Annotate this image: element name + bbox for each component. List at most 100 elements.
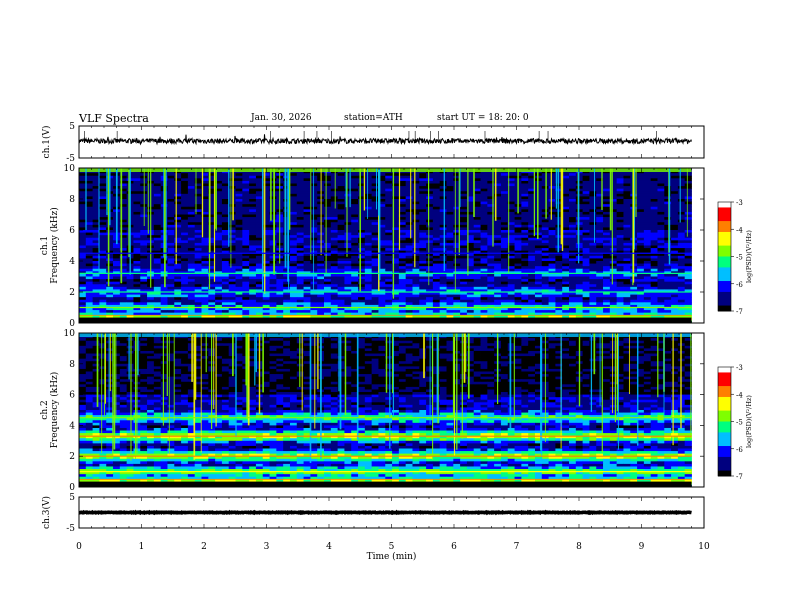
ch1-spectrogram-cell: [616, 242, 624, 246]
ch1-spectrogram-cell: [548, 245, 556, 249]
ch1-spectrogram-cell: [650, 219, 658, 223]
ch1-spectrogram-cell: [296, 219, 304, 223]
ch1-spectrogram-cell: [609, 219, 618, 223]
ch1-spectrogram-cell: [630, 289, 638, 293]
ch1-spectrogram-cell: [235, 191, 243, 195]
ch1-spectrogram-cell: [623, 204, 631, 208]
ch1-spectrogram-cell: [187, 299, 196, 303]
ch1-spectrogram-cell: [466, 248, 475, 252]
ch1-spectrogram-cell: [85, 191, 94, 195]
ch1-spectrogram-cell: [269, 299, 277, 303]
ch1-spectrogram-cell: [187, 204, 196, 208]
ch1-spectrogram-cell: [79, 242, 87, 246]
ch1-spectrogram-cell: [466, 217, 475, 221]
ch1-spectrogram-cell: [562, 178, 570, 182]
ch1-spectrogram-cell: [453, 297, 461, 301]
ch1-spectrogram-cell: [364, 250, 373, 254]
ch1-spectrogram-cell: [589, 211, 597, 215]
ch1-spectrogram-cell: [85, 183, 94, 187]
ch1-spectrogram-cell: [208, 201, 216, 205]
ch1-spectrogram-cell: [453, 250, 461, 254]
ch1-spectrogram-cell: [289, 232, 298, 236]
ch1-spectrogram-cell: [657, 292, 665, 295]
ch1-spectrogram-cell: [392, 255, 400, 259]
ch1-spectrogram-cell: [562, 230, 570, 233]
ch1-spectrogram-cell: [296, 302, 304, 306]
ch1-spectrogram-cell: [575, 191, 584, 195]
ch1-spectrogram-cell: [187, 211, 196, 215]
ch1-spectrogram-cell: [555, 273, 563, 277]
ch1-spectrogram-cell: [596, 224, 604, 228]
ch1-spectrogram-cell: [582, 242, 590, 246]
ch1-spectrogram-cell: [140, 258, 148, 262]
ch1-spectrogram-cell: [255, 276, 264, 280]
ch1-spectrogram-cell: [140, 224, 148, 228]
ch1-spectrogram-cell: [174, 170, 182, 174]
ch1-spectrogram-cell: [324, 268, 332, 272]
ch1-spectrogram-cell: [358, 199, 366, 202]
ch1-spectrogram-cell: [187, 222, 196, 226]
ch1-spectrogram-cell: [623, 183, 631, 187]
ch1-spectrogram-cell: [643, 263, 652, 267]
ch1-spectrogram-cell: [385, 304, 393, 308]
ch1-spectrogram-cell: [521, 245, 529, 249]
ch1-spectrogram-cell: [500, 224, 509, 228]
ch1-spectrogram-cell: [296, 284, 304, 288]
ch1-spectrogram-cell: [392, 250, 400, 254]
ch1-spectrogram-cell: [385, 258, 393, 262]
ch1-spectrogram-cell: [344, 183, 352, 187]
ch1-spectrogram-cell: [324, 245, 332, 249]
ch1-spectrogram-cell: [650, 294, 658, 298]
ch1-spectrogram-cell: [487, 175, 495, 179]
ch1-spectrogram-cell: [324, 204, 332, 208]
ch1-spectrogram-cell: [473, 286, 481, 290]
ch1-spectrogram-cell: [569, 263, 577, 267]
ch1-spectrogram-cell: [637, 258, 645, 262]
ch1-spectrogram-cell: [507, 232, 515, 236]
ch1-spectrogram-cell: [473, 227, 481, 231]
ch1-spectrogram-cell: [133, 240, 141, 244]
ch1-spectrogram-cell: [643, 214, 652, 218]
ch1-spectrogram-cell: [548, 209, 556, 213]
ch1-spectrogram-cell: [351, 180, 359, 184]
ch1-spectrogram-cell: [269, 281, 277, 285]
ch1-spectrogram-cell: [637, 232, 645, 236]
ch1-spectrogram-cell: [637, 224, 645, 228]
ch1-spectrogram-cell: [283, 191, 291, 195]
ch1-spectrogram-cell: [596, 230, 604, 233]
ch1-spectrogram-cell: [426, 178, 434, 182]
ch1-spectrogram-cell: [671, 222, 679, 226]
ch1-spectrogram-cell: [405, 180, 413, 184]
ch1-spectrogram-cell: [215, 261, 223, 264]
ch1-spectrogram-cell: [398, 286, 407, 290]
ch1-spectrogram-cell: [589, 245, 597, 249]
ch1-spectrogram-cell: [596, 240, 604, 244]
ch1-spectrogram-cell: [153, 175, 162, 179]
ch1-spectrogram-cell: [187, 235, 196, 239]
ch1-spectrogram-cell: [167, 253, 175, 257]
ch1-spectrogram-cell: [405, 289, 413, 293]
ch1-spectrogram-cell: [480, 281, 488, 285]
ch1-spectrogram-cell: [548, 193, 556, 197]
ch1-spectrogram-cell: [664, 255, 672, 259]
ch1-spectrogram-cell: [358, 222, 366, 226]
ch1-spectrogram-cell: [569, 209, 577, 213]
ch1-spectrogram-cell: [677, 219, 686, 223]
ch1-spectrogram-cell: [228, 240, 236, 244]
ch1-spectrogram-cell: [303, 276, 311, 280]
ch1-spectrogram-cell: [337, 217, 345, 221]
ch1-spectrogram-cell: [439, 235, 447, 239]
ch1-spectrogram-cell: [262, 175, 270, 179]
ch1-spectrogram-cell: [398, 222, 407, 226]
ch1-spectrogram-cell: [677, 307, 686, 311]
ch1-spectrogram-cell: [392, 297, 400, 301]
ch1-spectrogram-cell: [398, 217, 407, 221]
ch1-spectrogram-cell: [569, 193, 577, 197]
ch1-spectrogram-cell: [466, 261, 475, 264]
ch1-spectrogram-cell: [221, 191, 230, 195]
ch1-spectrogram-cell: [664, 297, 672, 301]
ch1-spectrogram-cell: [487, 219, 495, 223]
ch1-spectrogram-cell: [494, 219, 502, 223]
ch1-spectrogram-cell: [249, 224, 257, 228]
start-ut-label: start UT = 18: 20: 0: [437, 113, 529, 123]
